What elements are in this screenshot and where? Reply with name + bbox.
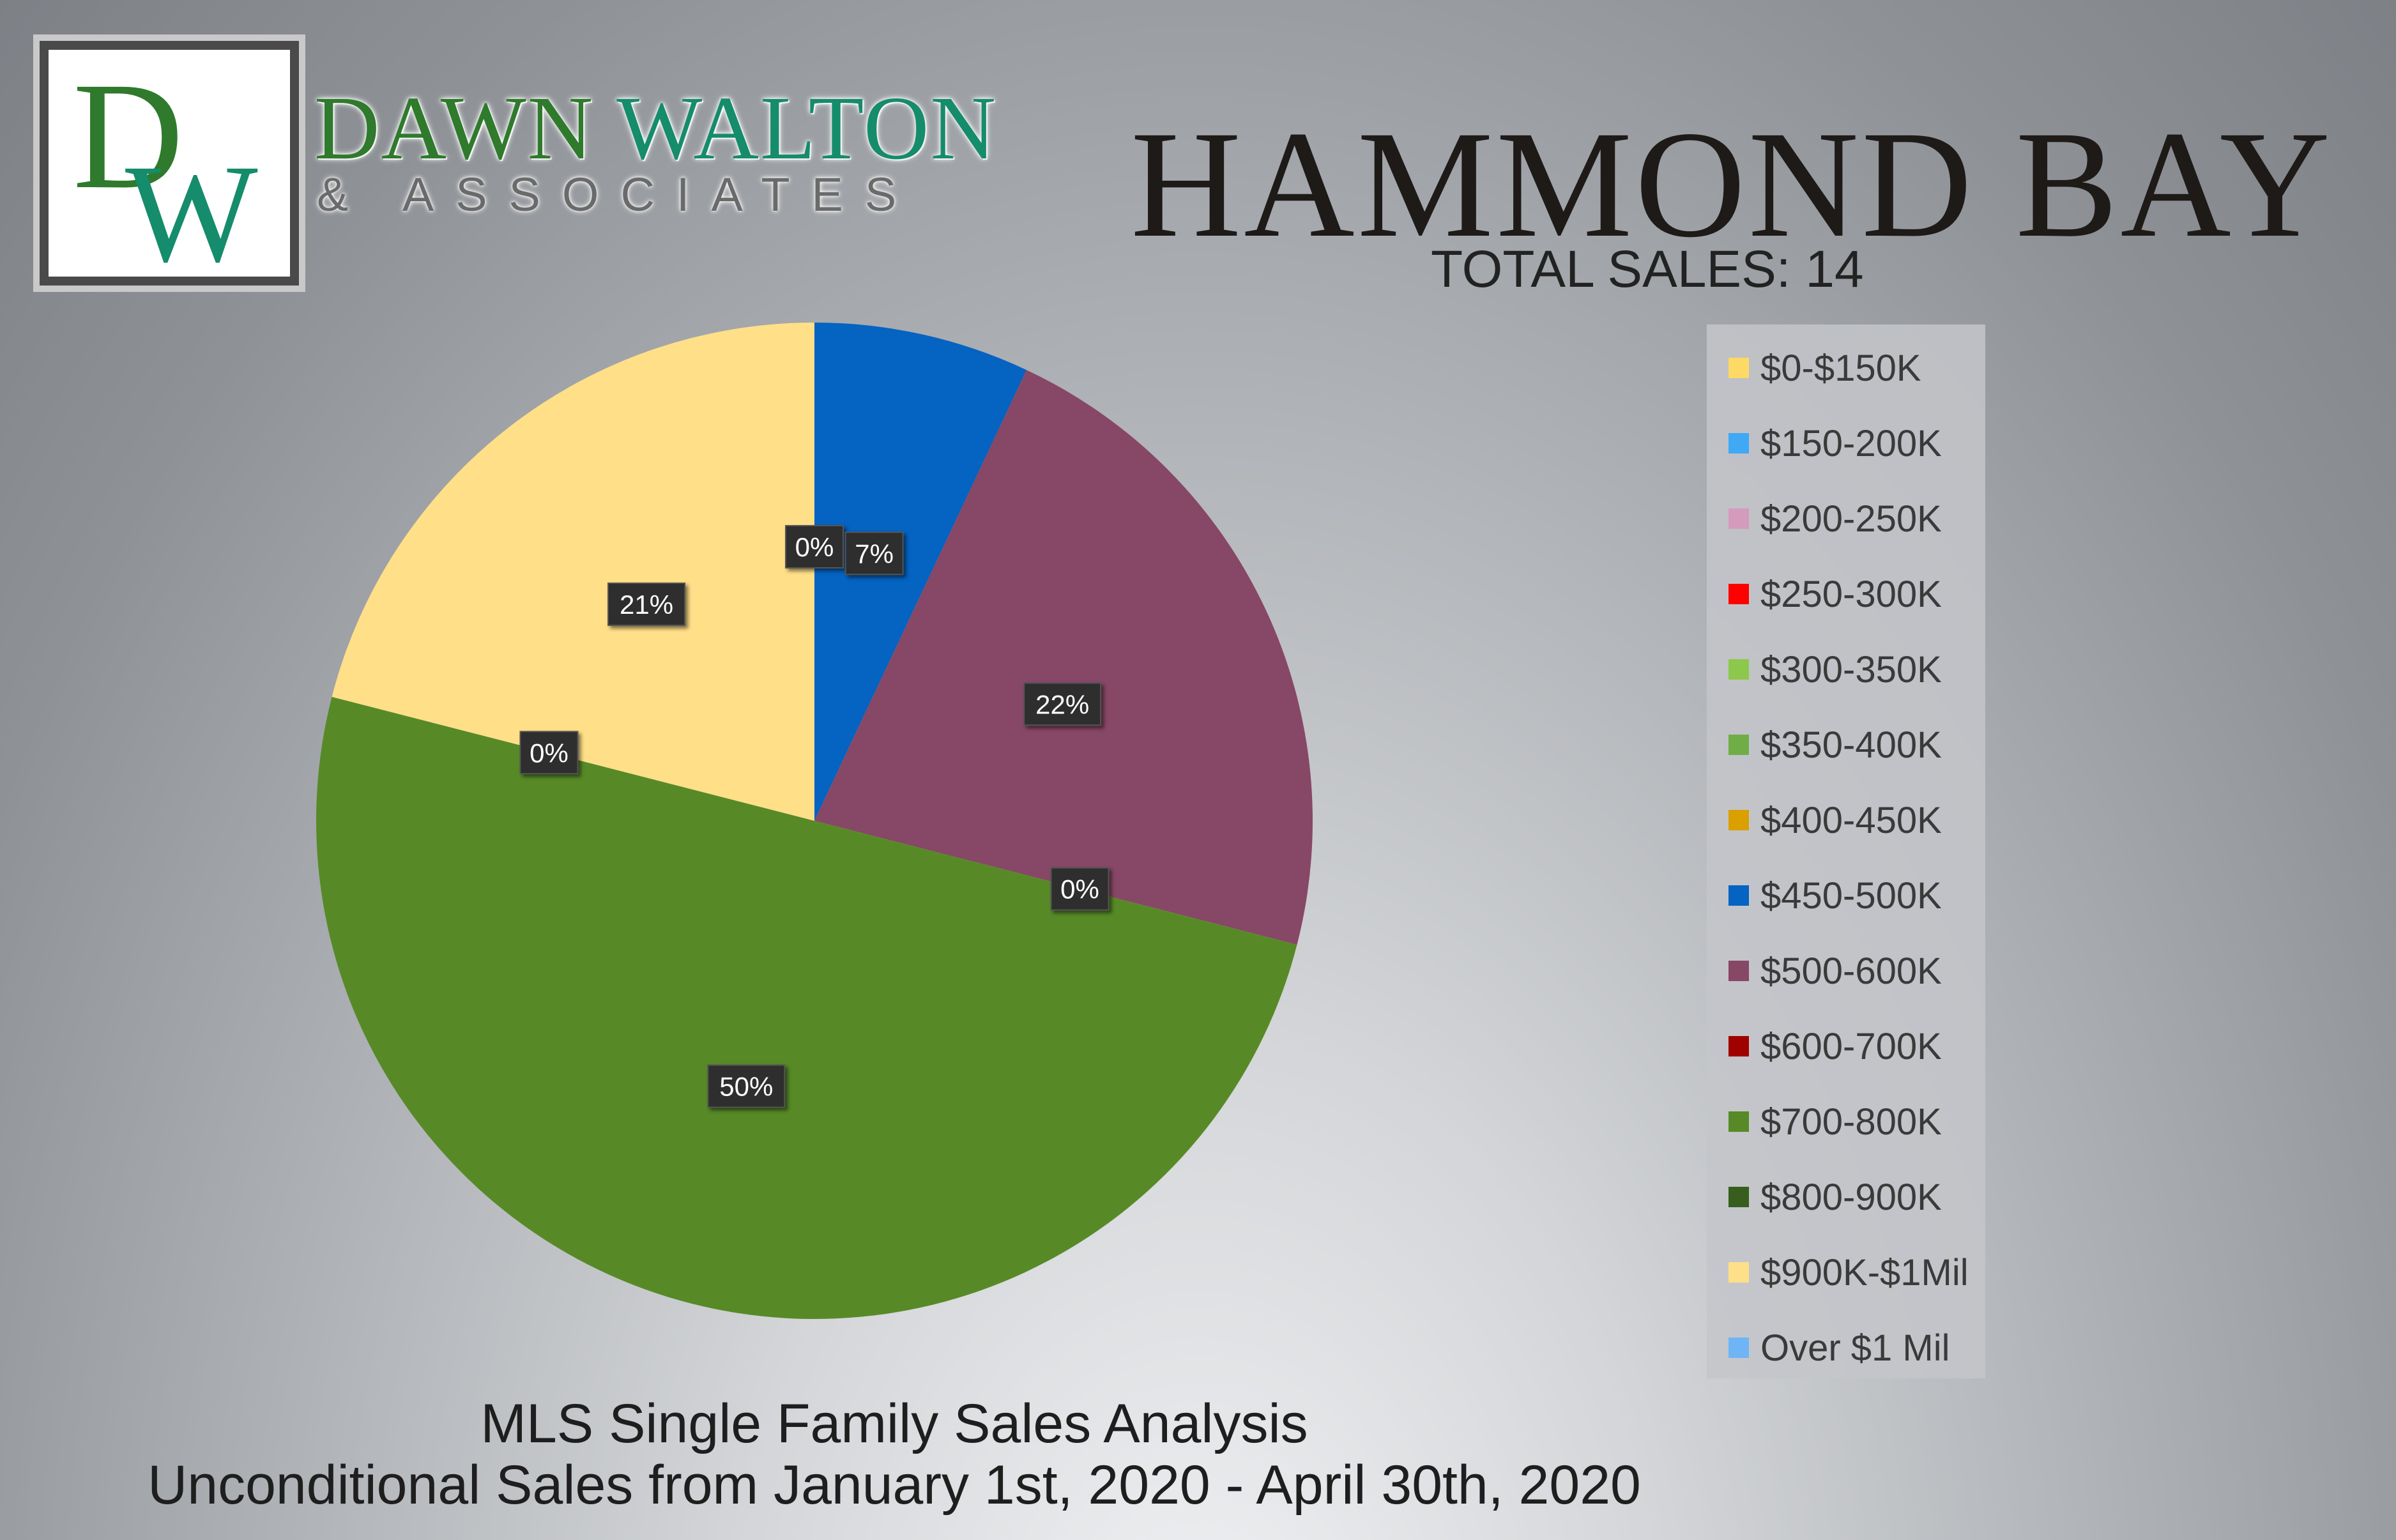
legend-item: $450-500K: [1728, 870, 1942, 921]
pie-chart: 0% 7% 22% 0% 50% 0% 21%: [316, 323, 1313, 1319]
legend-label: $150-200K: [1760, 422, 1942, 464]
legend-swatch: [1728, 1338, 1749, 1358]
data-label-text: 7%: [855, 538, 894, 568]
legend-label: $700-800K: [1760, 1101, 1942, 1143]
data-label: 0%: [785, 525, 844, 568]
legend-swatch: [1728, 1187, 1749, 1207]
legend-label: $800-900K: [1760, 1176, 1942, 1218]
legend-label: $450-500K: [1760, 874, 1942, 917]
legend-label: $350-400K: [1760, 724, 1942, 766]
dw-monogram-logo: DW D W: [73, 50, 258, 277]
legend-label: $400-450K: [1760, 799, 1942, 841]
data-label: 22%: [1023, 682, 1102, 726]
logo-monogram-box: DW D W: [40, 41, 299, 286]
total-sales-label: TOTAL SALES: 14: [1431, 240, 1864, 298]
svg-text:W: W: [125, 135, 258, 277]
legend-label: $0-$150K: [1760, 347, 1921, 389]
legend-swatch: [1728, 1036, 1749, 1056]
legend-item: $350-400K: [1728, 719, 1942, 770]
data-label: 0%: [1050, 867, 1110, 911]
data-label-text: 0%: [1060, 874, 1099, 904]
legend-item: $400-450K: [1728, 795, 1942, 846]
footer-date-range: Unconditional Sales from January 1st, 20…: [148, 1454, 1641, 1516]
legend-label: $900K-$1Mil: [1760, 1251, 1969, 1293]
legend-swatch: [1728, 1262, 1749, 1283]
pie-slice: [316, 697, 1297, 1319]
data-label: 7%: [844, 531, 904, 576]
data-label-text: 0%: [795, 532, 834, 562]
brand-name: DAWN WALTON: [314, 75, 997, 180]
legend-swatch: [1728, 433, 1749, 454]
pie-slice: [814, 370, 1313, 945]
data-label: 0%: [519, 731, 579, 775]
footer-title: MLS Single Family Sales Analysis: [480, 1393, 1308, 1454]
pie-slice: [814, 323, 1027, 821]
legend-item: $900K-$1Mil: [1728, 1247, 1969, 1298]
legend-item: $600-700K: [1728, 1021, 1942, 1072]
legend-swatch: [1728, 584, 1749, 604]
legend-swatch: [1728, 810, 1749, 830]
legend-item: $250-300K: [1728, 568, 1942, 620]
legend-swatch: [1728, 885, 1749, 906]
legend-swatch: [1728, 735, 1749, 755]
legend-swatch: [1728, 961, 1749, 981]
legend-item: $500-600K: [1728, 945, 1942, 996]
legend-item: $800-900K: [1728, 1171, 1942, 1223]
legend-label: $500-600K: [1760, 950, 1942, 992]
legend-item: $300-350K: [1728, 644, 1942, 695]
legend-item: Over $1 Mil: [1728, 1322, 1950, 1373]
data-label: 50%: [707, 1064, 786, 1108]
data-label-text: 22%: [1035, 689, 1089, 719]
svg-text:D: D: [73, 50, 183, 220]
brand-name-first: DAWN: [314, 77, 595, 178]
pie-slice: [332, 323, 814, 821]
chart-title: HAMMOND BAY: [1131, 99, 2333, 269]
legend-swatch: [1728, 659, 1749, 680]
legend-item: $0-$150K: [1728, 342, 1921, 393]
legend-label: Over $1 Mil: [1760, 1327, 1950, 1369]
legend-swatch: [1728, 358, 1749, 378]
brand-name-last: WALTON: [616, 77, 998, 178]
data-label-text: 50%: [719, 1072, 773, 1102]
legend-label: $200-250K: [1760, 498, 1942, 540]
legend-item: $700-800K: [1728, 1096, 1942, 1147]
legend-label: $600-700K: [1760, 1025, 1942, 1067]
legend-swatch: [1728, 508, 1749, 529]
legend-label: $300-350K: [1760, 648, 1942, 690]
legend-label: $250-300K: [1760, 573, 1942, 615]
brand-subtitle: & ASSOCIATES: [317, 168, 919, 221]
data-label-text: 0%: [530, 738, 568, 768]
legend-item: $150-200K: [1728, 418, 1942, 469]
data-label-text: 21%: [620, 590, 673, 620]
legend-swatch: [1728, 1111, 1749, 1132]
data-label: 21%: [607, 583, 686, 627]
chart-legend: $0-$150K $150-200K $200-250K $250-300K $300-…: [1707, 324, 1985, 1378]
legend-item: $200-250K: [1728, 493, 1942, 544]
